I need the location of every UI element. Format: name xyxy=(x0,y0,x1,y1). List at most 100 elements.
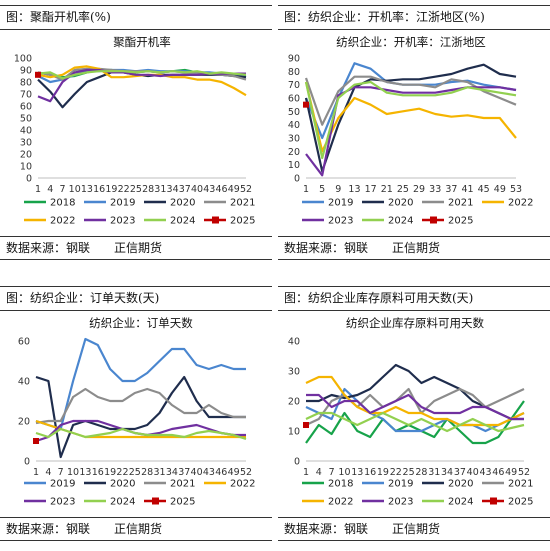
series-line-2024 xyxy=(35,427,247,441)
y-tick-label: 20 xyxy=(20,150,32,161)
series-line-2024 xyxy=(305,411,525,433)
x-tick-label: 43 xyxy=(203,184,215,195)
legend-item-2024: 2024 xyxy=(84,497,135,508)
x-tick-label: 33 xyxy=(429,184,441,195)
panel-footer-rule xyxy=(0,236,272,237)
panel-footer-rule xyxy=(278,236,550,237)
panel-header: 图：纺织企业库存原料可用天数(天) xyxy=(284,291,474,305)
legend-item-2019: 2019 xyxy=(362,479,413,490)
legend-item-2018: 2018 xyxy=(302,479,353,490)
panel-footer-rule xyxy=(278,517,550,518)
panel-top-rule xyxy=(0,286,272,287)
legend-item-2024: 2024 xyxy=(144,216,195,227)
legend-label: 2018 xyxy=(50,198,75,209)
x-tick-label: 10 xyxy=(69,184,81,195)
x-tick-label: 34 xyxy=(166,467,178,478)
legend-item-2022: 2022 xyxy=(302,497,353,508)
x-tick-label: 22 xyxy=(116,467,128,478)
y-tick-label: 40 xyxy=(288,120,300,131)
panel-bottom-rule xyxy=(0,540,272,541)
y-tick-label: 50 xyxy=(288,107,300,118)
panel-header-rule xyxy=(0,29,272,30)
series-line-2024 xyxy=(304,80,517,160)
series-line-2018 xyxy=(305,400,525,445)
series-line-2019 xyxy=(305,387,525,433)
panel-footer: 数据来源：钢联 正信期货 xyxy=(284,241,441,255)
y-tick-label: 20 xyxy=(18,417,30,428)
panel-top-rule xyxy=(278,5,550,6)
y-tick-label: 80 xyxy=(20,78,32,89)
x-tick-label: 46 xyxy=(215,467,227,478)
legend-item-2025: 2025 xyxy=(204,216,255,227)
legend-label: 2024 xyxy=(388,216,413,227)
series-point-2025 xyxy=(303,422,309,428)
x-tick-label: 22 xyxy=(118,184,130,195)
legend-item-2020: 2020 xyxy=(84,479,135,490)
x-tick-label: 37 xyxy=(445,184,457,195)
y-tick-label: 80 xyxy=(288,67,300,78)
panel-header-rule xyxy=(278,29,550,30)
x-tick-label: 49 xyxy=(228,184,240,195)
legend-item-2021: 2021 xyxy=(204,198,255,209)
chart-canvas: 纺织企业：开机率：江浙地区 0 10 20 30 40 50 60 70 80 90 1 5 9 13 17 2… xyxy=(288,35,534,227)
x-tick-label: 37 xyxy=(454,467,466,478)
series-line-2023 xyxy=(305,86,517,177)
legend-item-2022: 2022 xyxy=(482,198,533,209)
legend-item-2019: 2019 xyxy=(84,198,135,209)
y-tick-label: 100 xyxy=(14,54,32,65)
x-tick-label: 13 xyxy=(81,184,93,195)
legend-item-2022: 2022 xyxy=(204,479,255,490)
x-tick-label: 53 xyxy=(510,184,522,195)
y-tick-label: 60 xyxy=(20,102,32,113)
legend-label: 2025 xyxy=(170,497,195,508)
x-tick-label: 52 xyxy=(240,184,252,195)
series-point-2025 xyxy=(35,71,41,78)
legend-item-2021: 2021 xyxy=(422,198,473,209)
x-tick-label: 52 xyxy=(240,467,252,478)
panel-top-rule xyxy=(0,5,272,6)
chart-title: 聚酯开机率 xyxy=(113,35,171,49)
panel-header: 图：聚酯开机率(%) xyxy=(6,10,111,24)
x-tick-label: 1 xyxy=(303,467,309,478)
y-tick-label: 0 xyxy=(294,174,300,185)
legend-item-2018: 2018 xyxy=(24,198,75,209)
legend-label: 2019 xyxy=(388,479,413,490)
legend-label: 2023 xyxy=(328,216,353,227)
y-tick-label: 0 xyxy=(26,174,32,185)
x-tick-label: 52 xyxy=(518,467,530,478)
series-line-2019 xyxy=(35,337,246,431)
legend-label: 2021 xyxy=(230,198,255,209)
y-tick-label: 40 xyxy=(20,126,32,137)
x-tick-label: 7 xyxy=(58,467,64,478)
x-tick-label: 34 xyxy=(441,467,453,478)
y-tick-label: 40 xyxy=(288,337,300,348)
x-tick-label: 9 xyxy=(335,184,341,195)
y-tick-label: 60 xyxy=(18,337,30,348)
series-line-2020 xyxy=(304,63,517,173)
series-point-2025 xyxy=(303,101,309,108)
series-line-2021 xyxy=(35,387,246,425)
series-point-2025 xyxy=(33,438,39,444)
x-tick-label: 29 xyxy=(413,184,425,195)
y-tick-label: 10 xyxy=(288,160,300,171)
x-tick-label: 49 xyxy=(505,467,517,478)
legend-label: 2021 xyxy=(448,198,473,209)
legend-item-2023: 2023 xyxy=(302,216,353,227)
y-tick-label: 10 xyxy=(20,162,32,173)
x-tick-label: 37 xyxy=(179,184,191,195)
legend-marker xyxy=(490,497,497,505)
legend-label: 2022 xyxy=(328,497,353,508)
panel-header-rule xyxy=(278,310,550,311)
panel-header-rule xyxy=(0,310,272,311)
y-tick-label: 90 xyxy=(20,66,32,77)
x-tick-label: 31 xyxy=(153,467,165,478)
panel-top-rule xyxy=(278,286,550,287)
panel-footer-rule xyxy=(0,517,272,518)
legend-item-2019: 2019 xyxy=(302,198,353,209)
legend-label: 2019 xyxy=(50,479,75,490)
legend-item-2020: 2020 xyxy=(422,479,473,490)
legend-label: 2023 xyxy=(388,497,413,508)
legend-label: 2024 xyxy=(170,216,195,227)
